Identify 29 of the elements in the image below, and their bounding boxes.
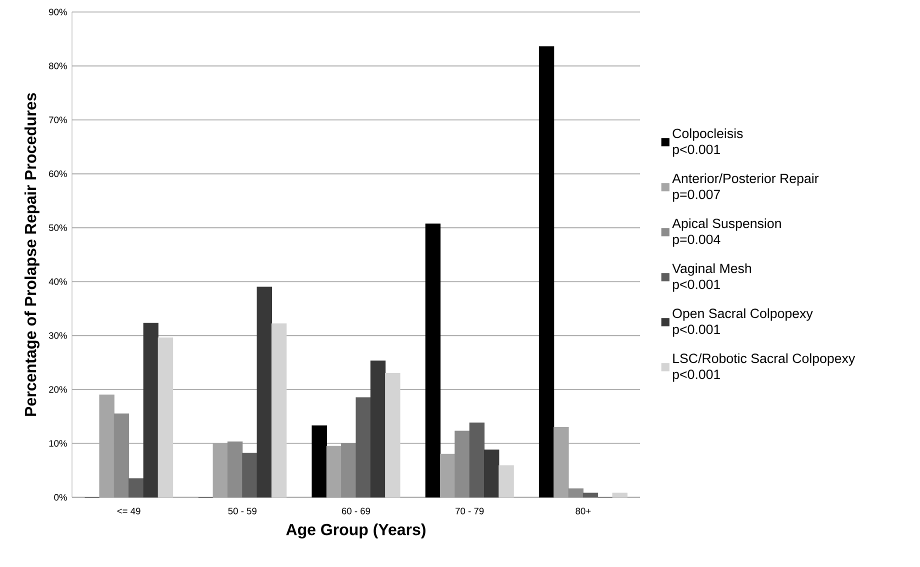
text: p<0.001	[672, 324, 720, 337]
text: p<0.001	[672, 280, 720, 292]
legend-label: Colpocleisis	[672, 128, 743, 141]
x-tick-label: 80+	[576, 508, 591, 514]
text: p<0.001	[672, 370, 720, 382]
y-tick-label: 40%	[48, 278, 67, 285]
legend-label: Vaginal Mesh	[672, 263, 751, 276]
y-tick-label: 90%	[49, 8, 67, 16]
y-tick-label: 20%	[49, 386, 67, 393]
text: p=0.004	[672, 234, 720, 247]
text: p<0.001	[672, 144, 720, 157]
y-tick-label: 80%	[49, 62, 67, 70]
y-tick-label: 60%	[49, 170, 67, 177]
x-tick-label: 70 - 79	[456, 508, 484, 514]
y-tick-label: 70%	[49, 116, 67, 123]
text: p=0.007	[672, 190, 720, 202]
x-axis-title: Age Group (Years)	[286, 523, 426, 538]
y-tick-label: 30%	[48, 332, 67, 339]
x-tick-label: 50 - 59	[228, 508, 256, 514]
x-tick-label: 60 - 69	[342, 508, 370, 514]
legend-label: Anterior/Posterior Repair	[672, 173, 819, 186]
legend-label: LSC/Robotic Sacral Colpopexy	[673, 353, 856, 366]
y-tick-label: 10%	[49, 440, 67, 447]
x-tick-label: <= 49	[117, 508, 140, 514]
y-tick-label: 0%	[54, 494, 67, 500]
y-tick-label: 50%	[48, 224, 67, 231]
y-axis-title: Percentage of Prolapse Repair Procedures	[24, 92, 40, 416]
legend-label: Open Sacral Colpopexy	[672, 308, 813, 321]
legend-label: Apical Suspension	[672, 218, 781, 231]
